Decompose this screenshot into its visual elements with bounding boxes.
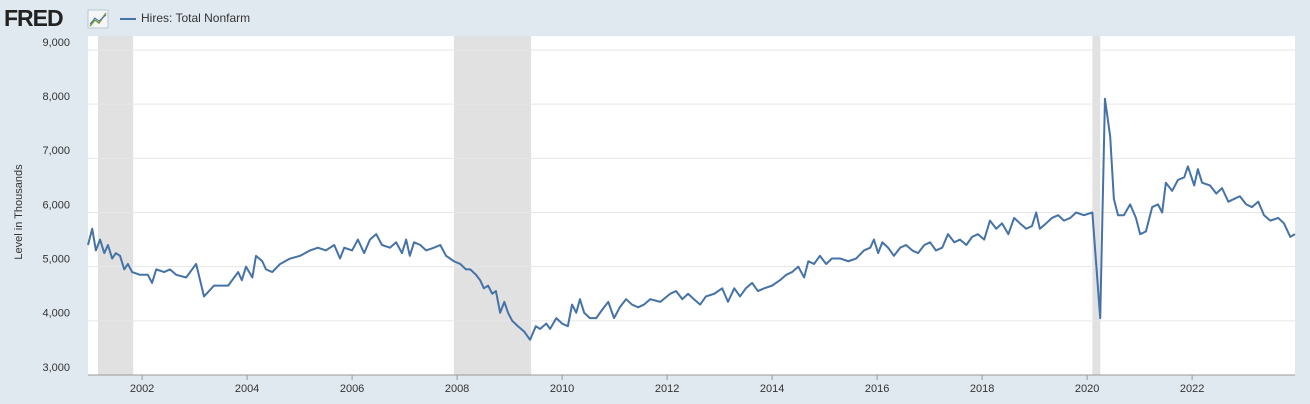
- plot-area: [88, 36, 1295, 375]
- x-tick-label: 2014: [760, 383, 784, 395]
- y-tick-label: 6,000: [42, 199, 70, 211]
- x-tick-label: 2008: [445, 383, 469, 395]
- logo: FRED: [4, 5, 63, 31]
- x-tick-label: 2016: [865, 383, 889, 395]
- x-tick-label: 2002: [130, 383, 154, 395]
- recession-shade: [97, 36, 134, 375]
- y-tick-label: 4,000: [42, 308, 70, 320]
- x-tick-label: 2010: [550, 383, 574, 395]
- x-tick-label: 2004: [235, 383, 259, 395]
- y-tick-label: 9,000: [42, 37, 70, 49]
- logo-icon: [87, 9, 109, 29]
- x-tick-label: 2020: [1075, 383, 1099, 395]
- series-line: [87, 97, 1296, 341]
- recession-shade: [453, 36, 532, 375]
- x-tick-label: 2018: [970, 383, 994, 395]
- y-tick-label: 3,000: [42, 362, 70, 374]
- legend-label: Hires: Total Nonfarm: [141, 11, 250, 25]
- y-tick-label: 5,000: [42, 254, 70, 266]
- y-tick-label: 8,000: [42, 91, 70, 103]
- x-tick-label: 2022: [1180, 383, 1204, 395]
- recession-shade: [1092, 36, 1101, 375]
- y-axis-label: Level in Thousands: [13, 164, 25, 260]
- x-tick-label: 2012: [655, 383, 679, 395]
- y-tick-label: 7,000: [42, 145, 70, 157]
- x-tick-label: 2006: [340, 383, 364, 395]
